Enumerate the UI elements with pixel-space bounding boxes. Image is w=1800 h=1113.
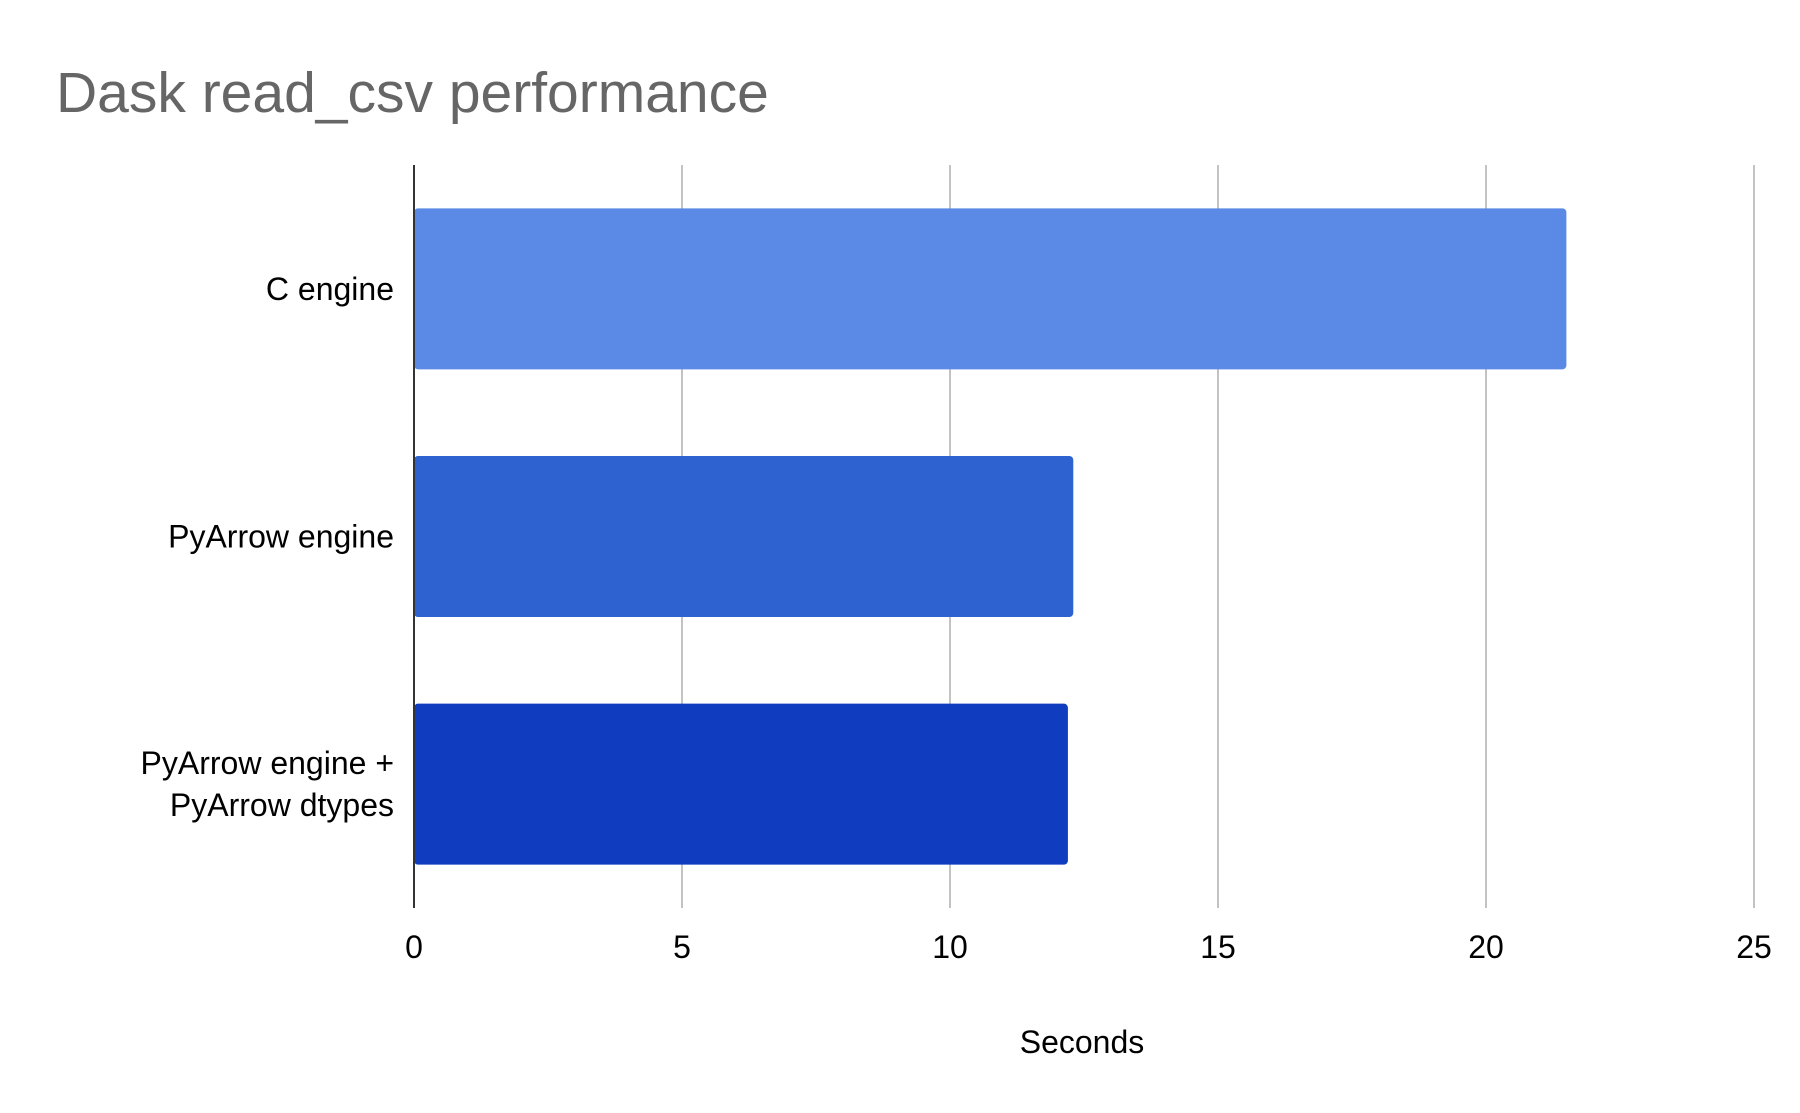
bars (414, 208, 1567, 865)
x-tick-label-0: 0 (405, 929, 423, 965)
category-label-1-line-0: PyArrow engine (168, 519, 394, 555)
category-label-2-line-1: PyArrow dtypes (170, 787, 394, 823)
bar-1 (414, 456, 1074, 617)
category-label-1: PyArrow engine (168, 519, 394, 555)
bar-0 (414, 208, 1567, 370)
category-label-2: PyArrow engine + PyArrow dtypes (141, 745, 394, 823)
x-tick-labels: 0 5 10 15 20 25 (405, 929, 1772, 965)
x-tick-label-15: 15 (1200, 929, 1236, 965)
x-axis-label: Seconds (1020, 1024, 1145, 1060)
category-label-0: C engine (266, 271, 394, 307)
category-label-0-line-0: C engine (266, 271, 394, 307)
x-tick-label-5: 5 (673, 929, 691, 965)
x-tick-label-10: 10 (932, 929, 968, 965)
bar-2 (414, 703, 1068, 865)
chart-title: Dask read_csv performance (56, 61, 769, 125)
x-tick-label-25: 25 (1736, 929, 1772, 965)
x-tick-label-20: 20 (1468, 929, 1504, 965)
category-label-2-line-0: PyArrow engine + (141, 745, 394, 781)
